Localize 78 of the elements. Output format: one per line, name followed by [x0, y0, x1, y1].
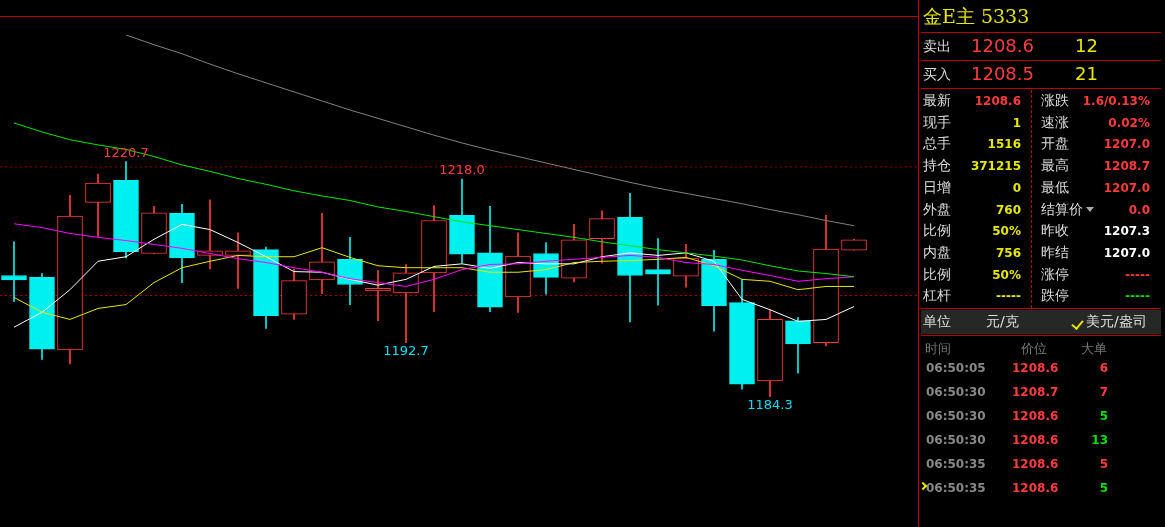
- candlestick: [645, 238, 671, 306]
- text: 外盘: [923, 200, 951, 219]
- text: 单位: [923, 313, 951, 331]
- text: 时间: [925, 340, 951, 358]
- text: 06:50:30: [926, 409, 986, 423]
- text: 大单: [1081, 340, 1107, 358]
- annotation: 1218.0: [439, 162, 485, 178]
- text: 5: [1099, 409, 1108, 423]
- candlestick: [1, 241, 27, 302]
- text: 12: [1075, 35, 1098, 56]
- annotation: 1220.7: [103, 144, 149, 160]
- text: 06:50:35: [926, 481, 986, 495]
- text: -----: [1125, 267, 1150, 282]
- text: 1208.6: [971, 35, 1034, 56]
- text: 1207.0: [1103, 180, 1150, 195]
- text: 总手: [923, 135, 951, 154]
- text: 1516: [987, 137, 1021, 152]
- text: 1208.6: [1012, 457, 1059, 471]
- text: 最低: [1041, 178, 1069, 197]
- text: 买入: [923, 66, 951, 84]
- text: 756: [995, 245, 1021, 260]
- text: 卖出: [923, 38, 951, 56]
- text: 比例: [923, 222, 951, 241]
- text: 06:50:35: [926, 457, 986, 471]
- text: 日增: [923, 178, 951, 197]
- text: 0.02%: [1108, 115, 1150, 130]
- text: 元/克: [986, 313, 1019, 331]
- text: 1208.5: [971, 63, 1034, 84]
- text: 1: [1012, 115, 1021, 130]
- text: 持仓: [923, 157, 951, 176]
- text: 比例: [923, 265, 951, 284]
- text: 5: [1099, 481, 1108, 495]
- text: 涨跌: [1041, 92, 1069, 110]
- text: 开盘: [1041, 135, 1069, 154]
- text: 1208.7: [1103, 159, 1150, 174]
- text: 7: [1099, 385, 1108, 399]
- annotation: 1192.7: [383, 342, 429, 358]
- text: 0.0: [1128, 202, 1150, 217]
- text: 371215: [970, 159, 1021, 174]
- text: 50%: [992, 267, 1021, 282]
- text: 美元/盎司: [1086, 313, 1147, 331]
- text: 昨收: [1041, 222, 1069, 241]
- text: 跌停: [1041, 287, 1069, 306]
- text: 杠杆: [923, 287, 951, 306]
- text: 1.6/0.13%: [1082, 94, 1150, 108]
- candlestick: [226, 232, 250, 289]
- text: 1207.0: [1103, 245, 1150, 260]
- text: 涨停: [1041, 265, 1069, 284]
- text: 1207.3: [1103, 224, 1150, 239]
- text: 结算价: [1041, 200, 1084, 219]
- text: 13: [1091, 433, 1108, 447]
- text: 06:50:30: [926, 433, 986, 447]
- text: 6: [1099, 361, 1108, 375]
- text: 最新: [923, 92, 951, 110]
- text: 1208.6: [974, 94, 1021, 108]
- text: 现手: [923, 113, 951, 132]
- text: 06:50:05: [926, 361, 986, 375]
- text: 21: [1075, 63, 1098, 84]
- text: 昨结: [1041, 243, 1069, 262]
- text: 1208.6: [1012, 361, 1059, 375]
- text: 760: [995, 202, 1021, 217]
- text: 0: [1012, 180, 1021, 195]
- text: -----: [996, 289, 1021, 304]
- text: 06:50:30: [926, 385, 986, 399]
- annotation: 1184.3: [747, 396, 793, 412]
- text: 5: [1099, 457, 1108, 471]
- text: 内盘: [923, 243, 951, 262]
- text: 1208.6: [1012, 409, 1059, 423]
- text: 价位: [1021, 340, 1047, 358]
- text: 最高: [1041, 157, 1069, 176]
- text: 1208.6: [1012, 433, 1059, 447]
- text: -----: [1125, 289, 1150, 304]
- text: 速涨: [1041, 113, 1069, 132]
- text: 1208.6: [1012, 481, 1059, 495]
- text: 50%: [992, 224, 1021, 239]
- text: 1207.0: [1103, 137, 1150, 152]
- text: 1208.7: [1012, 385, 1059, 399]
- text: 金E主 5333: [923, 4, 1030, 29]
